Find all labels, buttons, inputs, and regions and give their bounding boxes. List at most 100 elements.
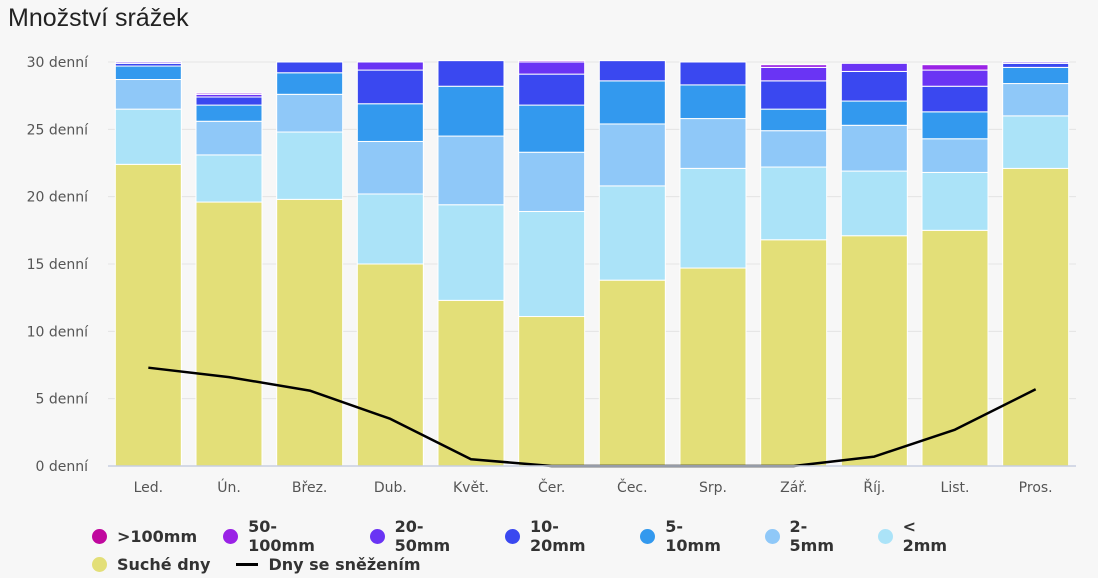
legend-item[interactable]: 2-5mm xyxy=(764,517,852,555)
bar-segment[interactable] xyxy=(760,80,828,110)
legend-dot-icon xyxy=(877,528,893,544)
bar-segment[interactable] xyxy=(840,124,908,172)
bar-segment[interactable] xyxy=(518,210,586,318)
legend-label: >100mm xyxy=(117,526,198,546)
bar-segment[interactable] xyxy=(1002,83,1070,117)
x-tick-label: Břez. xyxy=(292,480,327,496)
bar-segment[interactable] xyxy=(356,103,424,142)
x-tick-label: Led. xyxy=(134,480,164,496)
y-tick-label: 5 denní xyxy=(36,392,90,408)
bar-segment[interactable] xyxy=(518,316,586,467)
bar-segment[interactable] xyxy=(921,85,989,113)
bar-segment[interactable] xyxy=(760,64,828,68)
bar-segment[interactable] xyxy=(518,61,586,75)
bar-segment[interactable] xyxy=(598,80,666,125)
bar-segment[interactable] xyxy=(760,166,828,241)
bar-segment[interactable] xyxy=(437,85,505,137)
bar-segment[interactable] xyxy=(114,65,182,81)
legend-dot-icon xyxy=(92,556,107,572)
bar-segment[interactable] xyxy=(840,100,908,126)
bar-segment[interactable] xyxy=(760,239,828,467)
legend-dot-icon xyxy=(92,528,107,544)
bar-segment[interactable] xyxy=(437,299,505,467)
legend-label: 5-10mm xyxy=(665,517,721,555)
bar-segment[interactable] xyxy=(1002,167,1070,467)
bar-segment[interactable] xyxy=(276,61,344,74)
bar-segment[interactable] xyxy=(679,84,747,120)
legend-item[interactable]: Suché dny xyxy=(92,555,210,574)
bar-segment[interactable] xyxy=(356,193,424,265)
bar-segment[interactable] xyxy=(437,204,505,301)
bar-segment[interactable] xyxy=(518,151,586,212)
y-tick-label: 20 denní xyxy=(27,190,90,206)
bar-segment[interactable] xyxy=(356,69,424,105)
x-tick-label: Čer. xyxy=(538,478,565,496)
bar-segment[interactable] xyxy=(598,185,666,281)
bar-segment[interactable] xyxy=(598,60,666,82)
legend-row: >100mm 50-100mm 20-50mm 10-20mm 5-10mm 2-5mm <… xyxy=(92,517,992,555)
bar-segment[interactable] xyxy=(437,135,505,206)
bar-segment[interactable] xyxy=(356,140,424,195)
bar-segment[interactable] xyxy=(840,62,908,72)
legend-item[interactable]: 5-10mm xyxy=(640,517,738,555)
bar-segment[interactable] xyxy=(760,108,828,132)
bar-segment[interactable] xyxy=(437,60,505,87)
legend-dot-icon xyxy=(223,528,239,544)
bar-segment[interactable] xyxy=(679,267,747,467)
bar-segment[interactable] xyxy=(114,163,182,467)
bar-segment[interactable] xyxy=(195,154,263,203)
bar-segment[interactable] xyxy=(921,69,989,87)
bar-segment[interactable] xyxy=(114,79,182,110)
bar-segment[interactable] xyxy=(921,111,989,140)
legend-item[interactable]: < 2mm xyxy=(877,517,966,555)
legend-item[interactable]: 20-50mm xyxy=(369,517,479,555)
bar-segment[interactable] xyxy=(1002,66,1070,85)
bar-segment[interactable] xyxy=(276,131,344,200)
bar-segment[interactable] xyxy=(1002,62,1070,68)
bar-segment[interactable] xyxy=(921,171,989,231)
bar-segment[interactable] xyxy=(598,123,666,187)
x-tick-label: Srp. xyxy=(699,480,727,496)
bar-segment[interactable] xyxy=(840,170,908,237)
bar-segment[interactable] xyxy=(195,96,263,106)
bar-segment[interactable] xyxy=(356,263,424,467)
bar-segment[interactable] xyxy=(679,61,747,86)
bar-segment[interactable] xyxy=(195,120,263,156)
bar-segment[interactable] xyxy=(921,64,989,71)
bar-segment[interactable] xyxy=(1002,115,1070,169)
x-tick-label: List. xyxy=(941,480,970,496)
legend-item[interactable]: >100mm xyxy=(92,527,197,546)
bar-segment[interactable] xyxy=(921,138,989,173)
bar-segment[interactable] xyxy=(1002,61,1070,64)
bar-segment[interactable] xyxy=(195,104,263,122)
bar-segment[interactable] xyxy=(356,61,424,71)
legend-item[interactable]: Dny se sněžením xyxy=(236,555,421,574)
bar-segment[interactable] xyxy=(276,93,344,133)
bar-segment[interactable] xyxy=(840,235,908,467)
bar-segment[interactable] xyxy=(276,198,344,467)
bar-segment[interactable] xyxy=(679,167,747,269)
bar-segment[interactable] xyxy=(598,279,666,467)
bar-segment[interactable] xyxy=(114,108,182,165)
legend-label: 10-20mm xyxy=(529,517,586,555)
x-tick-label: Dub. xyxy=(374,480,407,496)
bar-segment[interactable] xyxy=(276,72,344,95)
bar-segment[interactable] xyxy=(518,104,586,153)
x-tick-label: Pros. xyxy=(1019,480,1053,496)
legend-label: 50-100mm xyxy=(248,517,315,555)
legend-dot-icon xyxy=(640,528,656,544)
y-tick-label: 30 denní xyxy=(27,55,90,71)
bar-segment[interactable] xyxy=(518,73,586,106)
bars-layer xyxy=(114,60,1070,467)
bar-segment[interactable] xyxy=(760,130,828,168)
legend-item[interactable]: 10-20mm xyxy=(504,517,614,555)
bar-segment[interactable] xyxy=(760,66,828,82)
bar-segment[interactable] xyxy=(679,118,747,169)
bar-segment[interactable] xyxy=(195,92,263,95)
bar-segment[interactable] xyxy=(840,70,908,102)
legend-item[interactable]: 50-100mm xyxy=(223,517,343,555)
bar-segment[interactable] xyxy=(195,201,263,467)
legend-label: < 2mm xyxy=(902,517,948,555)
bar-segment[interactable] xyxy=(518,60,586,63)
bar-segment[interactable] xyxy=(114,61,182,64)
